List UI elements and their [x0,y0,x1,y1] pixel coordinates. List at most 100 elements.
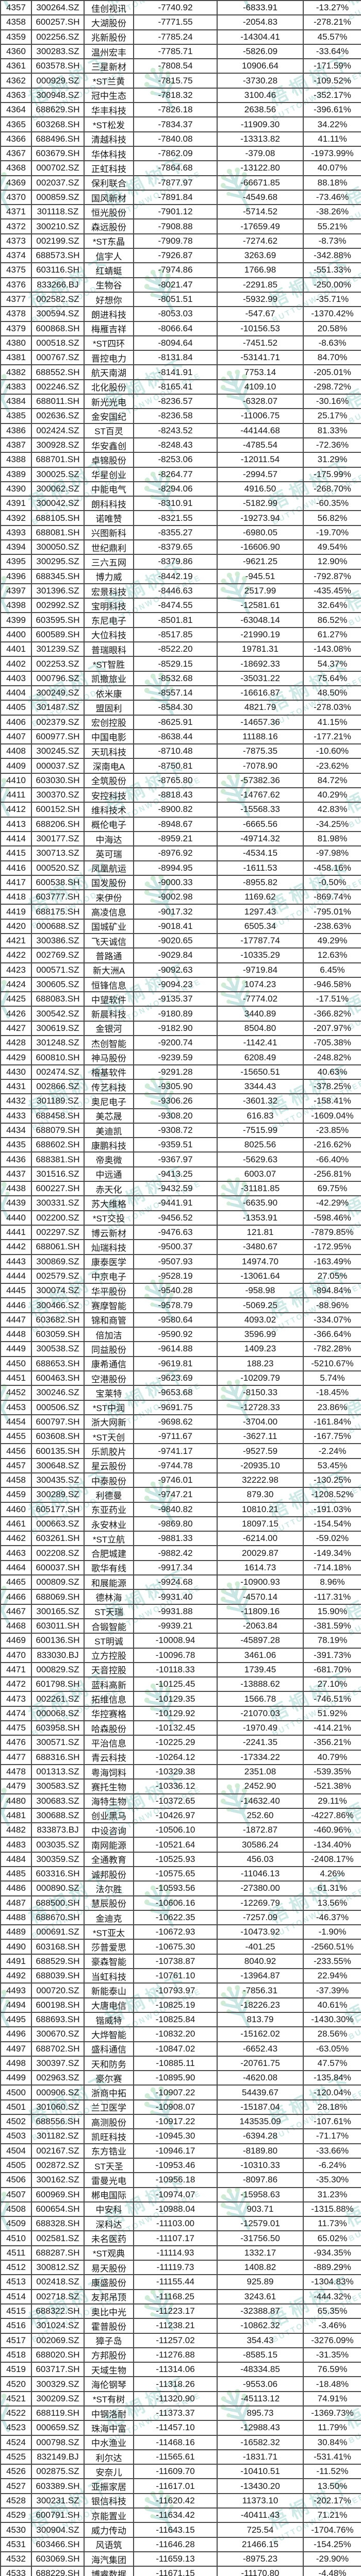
value1-cell: -7877.97 [133,175,218,191]
table-row: 4482 833873.BJ 中设咨询 -10506.10 -1872.87 -460.9… [0,1822,361,1838]
table-row: 4520 300329.SZ 海伦钢琴 -11318.26 -9553.06 -18.48… [0,2376,361,2392]
name-cell: 国发股份 [84,874,134,891]
name-cell: 灿瑞科技 [84,1239,134,1255]
code-cell: 833873.BJ [31,1822,85,1838]
value2-cell: -2241.35 [217,1735,304,1751]
code-cell: 000659.SZ [31,2420,85,2436]
value2-cell: 1614.73 [217,1560,304,1576]
table-row: 4486 000890.SZ 法尔胜 -10593.56 -27380.00 61.31% [0,1880,361,1896]
value1-cell: -10761.10 [133,1968,218,1984]
rank-cell: 4496 [0,2026,32,2042]
name-cell: 合肥城建 [84,1545,134,1561]
value2-cell: -3480.67 [217,1239,304,1255]
value1-cell: -7740.92 [133,0,218,16]
table-row: 4361 603578.SH 三星新材 -7808.54 10906.64 -171.59… [0,58,361,74]
pct-cell: -444.32% [303,2289,361,2304]
rank-cell: 4401 [0,641,32,657]
value1-cell: -10825.84 [133,2011,218,2028]
pct-cell: 29.11% [303,1793,361,1809]
name-cell: 银信科技 [84,2493,134,2509]
rank-cell: 4397 [0,583,32,599]
value2-cell: 3596.99 [217,1327,304,1343]
rank-cell: 4364 [0,102,32,118]
code-cell: 300948.SZ [31,87,85,104]
name-cell: 华星创业 [84,466,134,482]
table-row: 4418 603777.SH 来伊份 -9002.98 1169.62 -869.74% [0,889,361,905]
value2-cell: 354.43 [217,2332,304,2348]
name-cell: 赤天化 [84,1181,134,1197]
rank-cell: 4416 [0,860,32,876]
table-row: 4519 603717.SH 天域生物 -11314.06 -48334.85 76.59… [0,2362,361,2378]
pct-cell: -107.61% [303,2114,361,2130]
value1-cell: -7826.18 [133,102,218,118]
code-cell: 300583.SZ [31,1778,85,1794]
table-row: 4366 688496.SH 清越科技 -7840.08 -13313.82 41.11% [0,131,361,147]
table-row: 4507 600969.SH 郴电国际 -10974.07 -15958.63 31.23… [0,2187,361,2202]
name-cell: 凯旺科技 [84,2128,134,2144]
table-row: 4384 688011.SH 新光光电 -8236.57 -6328.07 -30.16% [0,394,361,410]
code-cell: 000571.SZ [31,962,85,978]
value2-cell: -13061.64 [217,1268,304,1284]
name-cell: 博云新材 [84,1224,134,1241]
pct-cell: -3.46% [303,2318,361,2334]
code-cell: 000859.SZ [31,189,85,206]
pct-cell: -1430.30% [303,2011,361,2028]
pct-cell: -60.35% [303,496,361,512]
table-row: 4412 600152.SH 维科技术 -8900.82 -15568.33 42.83% [0,802,361,818]
rank-cell: 4530 [0,2522,32,2538]
value2-cell: -3601.32 [217,1093,304,1109]
value1-cell: -11659.13 [133,2551,218,2567]
code-cell: 301396.SZ [31,583,85,599]
pct-cell: -42.29% [303,1195,361,1211]
name-cell: *ST四环 [84,335,134,351]
code-cell: 002769.SZ [31,947,85,963]
name-cell: 温州宏丰 [84,43,134,60]
code-cell: 688381.SH [31,1151,85,1167]
value2-cell: -49714.32 [217,831,304,847]
rank-cell: 4503 [0,2128,32,2144]
value2-cell: 1408.82 [217,2260,304,2276]
code-cell: 688061.SH [31,1239,85,1255]
rank-cell: 4459 [0,1487,32,1503]
value1-cell: -8094.64 [133,335,218,351]
pct-cell: 31.23% [303,2187,361,2202]
pct-cell: -1370.42% [303,306,361,322]
name-cell: 中安科 [84,2201,134,2217]
table-row: 4433 688458.SH 美芯晟 -9308.20 616.83 -1609.04% [0,1108,361,1124]
value1-cell: -7785.24 [133,29,218,45]
value1-cell: -11103.00 [133,2216,218,2232]
name-cell: 法尔胜 [84,1880,134,1896]
value2-cell: -6328.07 [217,394,304,410]
table-row: 4477 688316.SH 青云科技 -10264.12 -17334.22 40.79… [0,1749,361,1765]
rank-cell: 4370 [0,189,32,206]
rank-cell: 4429 [0,1049,32,1065]
code-cell: 688653.SH [31,1355,85,1371]
table-row: 4454 600797.SH 浙大网新 -9698.62 -3704.00 -161.84… [0,1414,361,1430]
code-cell: 600797.SH [31,1414,85,1430]
value1-cell: -10953.46 [133,2157,218,2174]
code-cell: 300165.SZ [31,1603,85,1619]
name-cell: 郴电国际 [84,2187,134,2202]
table-row: 4365 603268.SH *ST松发 -7834.37 -11909.30 34.22… [0,116,361,132]
value1-cell: -8310.91 [133,496,218,512]
rank-cell: 4381 [0,350,32,366]
pct-cell: -7879.85% [303,1224,361,1241]
pct-cell: -35.30% [303,2172,361,2188]
name-cell: 拓维信息 [84,1691,134,1707]
name-cell: 卓锦股份 [84,452,134,468]
pct-cell: 25.17% [303,408,361,424]
table-row: 4505 002872.SZ ST天圣 -10953.46 -10310.33 -6.24… [0,2157,361,2174]
code-cell: 300289.SZ [31,1487,85,1503]
rank-cell: 4500 [0,2084,32,2100]
rank-cell: 4407 [0,728,32,745]
value1-cell: -9578.79 [133,1297,218,1313]
value2-cell: -8189.80 [217,2143,304,2159]
code-cell: 833030.BJ [31,1647,85,1663]
table-row: 4407 600977.SH 中国电影 -8638.44 11188.16 -177.21… [0,728,361,745]
pct-cell: -894.84% [303,1283,361,1299]
value1-cell: -11671.15 [133,2566,218,2576]
code-cell: 002167.SZ [31,2143,85,2159]
table-row: 4441 002297.SZ 博云新材 -9476.63 121.81 -7879.85% [0,1224,361,1241]
table-row: 4436 688381.SH 帝奥微 -9367.97 -5629.63 -66.40% [0,1151,361,1167]
code-cell: 000720.SZ [31,1982,85,1998]
